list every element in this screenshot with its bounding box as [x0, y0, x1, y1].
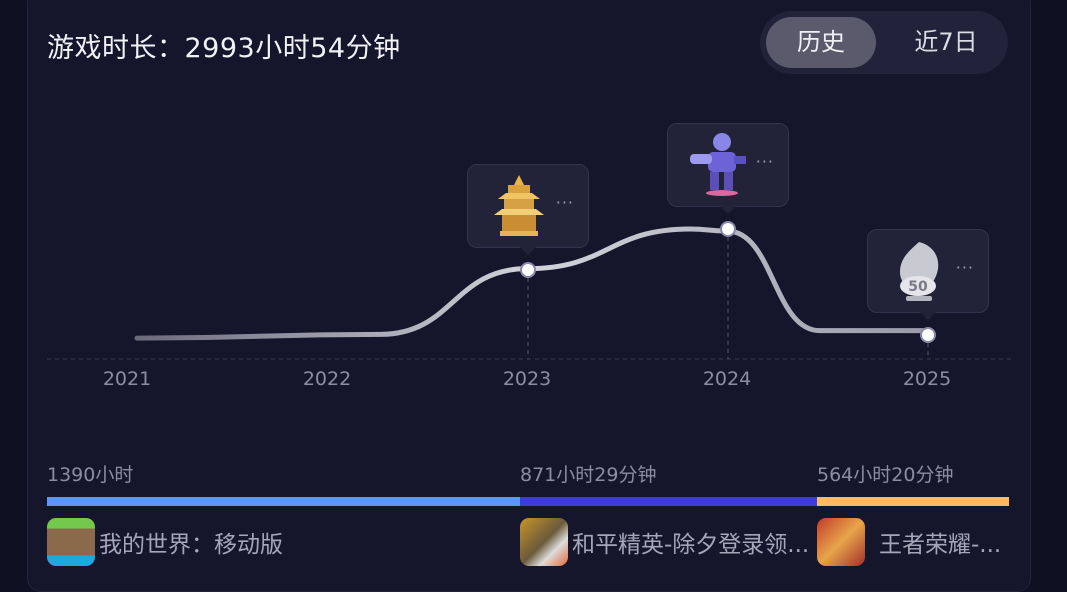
- x-tick-label: 2022: [302, 368, 352, 390]
- peacekeeper-elite-icon: [520, 518, 568, 566]
- achievement-popover[interactable]: 50 ···: [867, 229, 989, 320]
- purple-mech-trophy-icon: [684, 130, 754, 200]
- x-tick-label: 2024: [702, 368, 752, 390]
- data-point[interactable]: [720, 221, 736, 237]
- data-point[interactable]: [520, 262, 536, 278]
- playtime-chart: [47, 221, 1015, 360]
- game-item[interactable]: 我的世界：移动版: [47, 518, 283, 566]
- more-icon[interactable]: ···: [955, 258, 974, 277]
- honor-of-kings-icon: [817, 518, 865, 566]
- playtime-share-bar: [817, 497, 1009, 506]
- page-title: 游戏时长：2993小时54分钟: [47, 33, 401, 64]
- game-playtime: 1390小时: [47, 464, 134, 486]
- game-name: 王者荣耀-...: [879, 532, 1002, 558]
- golden-pagoda-trophy-icon: [484, 171, 554, 241]
- game-name: 我的世界：移动版: [99, 532, 283, 558]
- more-icon[interactable]: ···: [555, 193, 574, 212]
- x-tick-label: 2025: [902, 368, 952, 390]
- playtime-share-bar: [520, 497, 817, 506]
- game-playtime: 871小时29分钟: [520, 464, 657, 486]
- achievement-popover[interactable]: ···: [667, 123, 789, 214]
- period-toggle: 历史 近7日: [760, 11, 1008, 74]
- data-point[interactable]: [920, 327, 936, 343]
- game-item[interactable]: 和平精英-除夕登录领...: [520, 518, 809, 566]
- x-tick-label: 2023: [502, 368, 552, 390]
- svg-text:50: 50: [908, 279, 928, 295]
- playtime-share-bar: [47, 497, 520, 506]
- game-name: 和平精英-除夕登录领...: [572, 532, 810, 558]
- x-tick-label: 2021: [102, 368, 152, 390]
- game-playtime: 564小时20分钟: [817, 464, 954, 486]
- game-item[interactable]: 王者荣耀-...: [817, 518, 1001, 566]
- silver-dragon-50-trophy-icon: 50: [884, 236, 954, 306]
- playtime-line: [134, 226, 930, 341]
- achievement-popover[interactable]: ···: [467, 164, 589, 255]
- minecraft-icon: [47, 518, 95, 566]
- playtime-card: [27, 0, 1031, 592]
- tab-last-7-days[interactable]: 近7日: [914, 28, 978, 56]
- tab-history[interactable]: 历史: [766, 17, 876, 68]
- more-icon[interactable]: ···: [755, 152, 774, 171]
